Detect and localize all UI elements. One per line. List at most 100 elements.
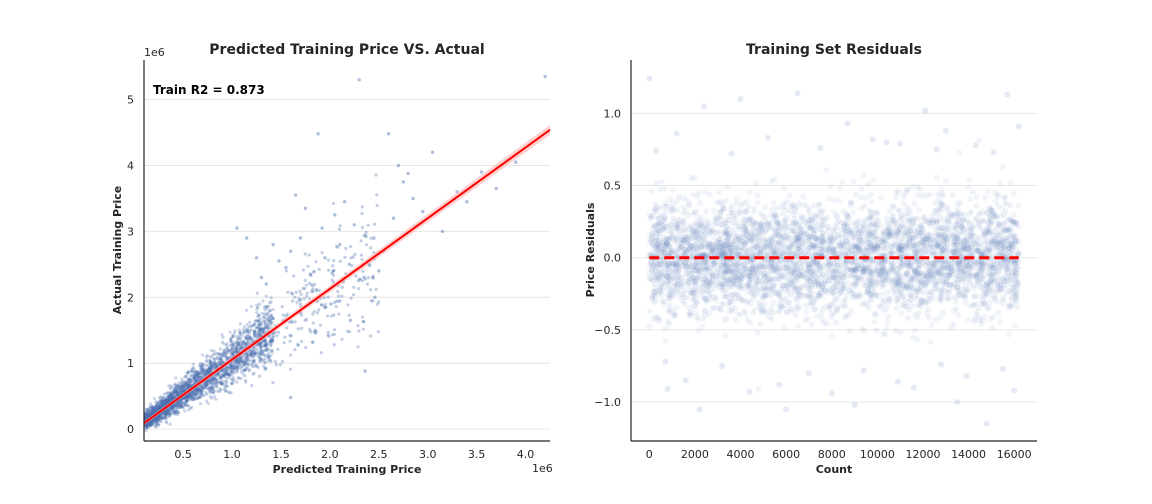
data-point bbox=[148, 421, 152, 425]
data-point bbox=[191, 394, 195, 399]
data-point bbox=[262, 312, 267, 316]
data-point bbox=[264, 366, 268, 370]
data-point bbox=[179, 389, 183, 393]
data-point bbox=[973, 194, 980, 201]
data-point bbox=[158, 399, 162, 403]
data-point bbox=[1015, 202, 1022, 209]
data-point bbox=[157, 414, 161, 418]
data-point bbox=[214, 385, 218, 389]
data-point bbox=[165, 412, 169, 416]
data-point bbox=[158, 405, 162, 409]
data-point bbox=[257, 330, 261, 334]
data-point bbox=[152, 396, 156, 401]
data-point bbox=[305, 317, 309, 321]
data-point bbox=[249, 336, 253, 340]
x-tick-label: 3.0 bbox=[419, 448, 437, 461]
data-point bbox=[208, 394, 212, 399]
data-point bbox=[243, 341, 247, 345]
data-point bbox=[149, 419, 154, 423]
data-point bbox=[248, 353, 253, 357]
data-point bbox=[166, 399, 170, 403]
outlier-point bbox=[308, 272, 312, 276]
data-point bbox=[215, 364, 219, 368]
data-point bbox=[239, 366, 243, 371]
data-point bbox=[209, 381, 214, 385]
data-point bbox=[251, 349, 255, 353]
data-point bbox=[286, 290, 290, 294]
data-point bbox=[164, 400, 168, 404]
data-point bbox=[194, 391, 198, 395]
data-point bbox=[192, 374, 196, 378]
data-point bbox=[245, 329, 249, 333]
data-point bbox=[220, 340, 224, 344]
data-point bbox=[293, 295, 297, 299]
data-point bbox=[186, 384, 190, 388]
data-point bbox=[193, 379, 197, 384]
outlier-point bbox=[342, 200, 347, 204]
data-point bbox=[199, 375, 203, 380]
data-point bbox=[280, 359, 285, 363]
data-point bbox=[258, 327, 262, 331]
data-point bbox=[303, 278, 307, 282]
data-point bbox=[192, 397, 196, 401]
data-point bbox=[296, 343, 300, 348]
data-point bbox=[771, 176, 778, 183]
data-point bbox=[982, 194, 988, 201]
data-point bbox=[170, 393, 174, 397]
data-point bbox=[237, 366, 241, 370]
data-point bbox=[234, 334, 239, 339]
data-point bbox=[244, 342, 248, 346]
data-point bbox=[162, 399, 166, 403]
data-point bbox=[320, 303, 324, 307]
data-point bbox=[850, 209, 857, 216]
data-point bbox=[176, 390, 180, 394]
data-point bbox=[159, 395, 163, 399]
data-point bbox=[215, 377, 220, 381]
data-point bbox=[332, 301, 336, 305]
data-point bbox=[189, 392, 193, 396]
data-point bbox=[241, 360, 245, 364]
data-point bbox=[153, 405, 158, 409]
data-point bbox=[164, 398, 169, 402]
data-point bbox=[264, 294, 268, 298]
data-point bbox=[162, 416, 166, 420]
data-point bbox=[177, 403, 182, 407]
data-point bbox=[230, 369, 234, 374]
data-point bbox=[261, 299, 265, 303]
data-point bbox=[215, 363, 219, 367]
data-point bbox=[262, 326, 266, 330]
data-point bbox=[179, 386, 183, 390]
outlier-point bbox=[543, 74, 547, 79]
data-point bbox=[251, 323, 256, 327]
data-point bbox=[249, 349, 253, 353]
data-point bbox=[158, 404, 162, 408]
data-point bbox=[231, 335, 235, 339]
data-point bbox=[326, 314, 330, 318]
data-point bbox=[215, 381, 219, 385]
data-point bbox=[213, 352, 217, 356]
data-point bbox=[204, 382, 208, 386]
data-point bbox=[259, 342, 263, 346]
data-point bbox=[256, 315, 260, 319]
data-point bbox=[331, 201, 335, 206]
data-point bbox=[255, 303, 259, 307]
x-tick-label: 4.0 bbox=[517, 448, 535, 461]
data-point bbox=[263, 339, 267, 343]
data-point bbox=[185, 398, 189, 402]
data-point bbox=[263, 319, 267, 323]
data-point bbox=[170, 393, 175, 397]
data-point bbox=[206, 402, 210, 406]
data-point bbox=[245, 357, 249, 361]
data-point bbox=[218, 352, 222, 356]
data-point bbox=[330, 333, 334, 337]
data-point bbox=[148, 413, 152, 417]
data-point bbox=[162, 401, 166, 405]
data-point bbox=[278, 363, 282, 367]
data-point bbox=[156, 415, 160, 419]
data-point bbox=[184, 396, 188, 400]
outlier-point bbox=[271, 242, 275, 247]
data-point bbox=[883, 324, 890, 331]
data-point bbox=[156, 407, 160, 411]
data-point bbox=[167, 408, 171, 413]
data-point bbox=[181, 380, 185, 384]
